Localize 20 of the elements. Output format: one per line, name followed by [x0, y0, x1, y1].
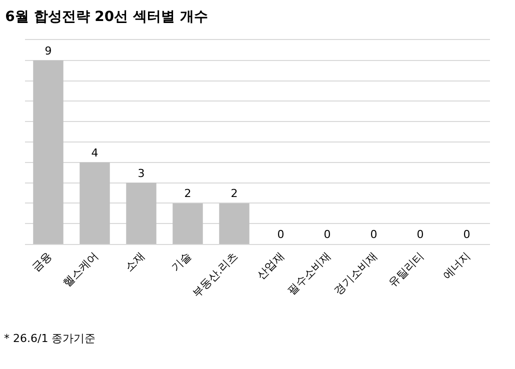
data-label: 4 — [91, 146, 98, 160]
data-label: 0 — [463, 228, 470, 241]
bar — [172, 203, 203, 244]
bar — [126, 182, 156, 244]
data-label: 9 — [44, 44, 52, 58]
bar — [219, 203, 250, 244]
x-tick-label: 기술 — [169, 250, 194, 274]
data-label: 0 — [416, 228, 424, 241]
data-label: 0 — [370, 228, 378, 241]
x-tick-label: 소재 — [122, 250, 148, 274]
data-label: 2 — [230, 187, 238, 200]
text: * 26.6/1 종가기준 — [4, 332, 96, 345]
data-label: 2 — [184, 187, 192, 200]
bar — [33, 60, 64, 244]
x-tick-label: 금융 — [30, 250, 54, 274]
data-label: 0 — [324, 228, 331, 241]
data-label: 3 — [138, 166, 145, 180]
chart-title: 6월 합성전략 20선 섹터별 개수 — [5, 8, 208, 25]
data-label: 0 — [277, 228, 284, 241]
bar — [80, 162, 110, 244]
